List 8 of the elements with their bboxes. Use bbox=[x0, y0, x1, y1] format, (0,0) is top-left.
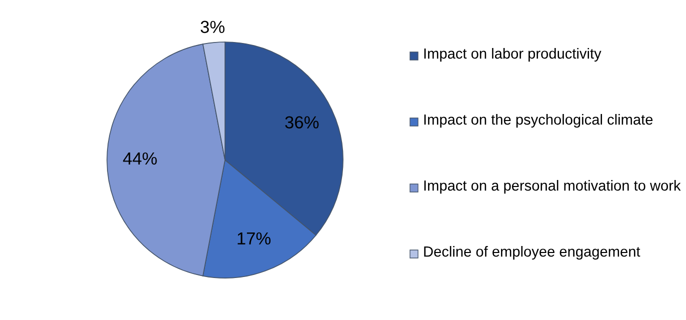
legend-label: Decline of employee engagement bbox=[424, 246, 640, 260]
legend-label: Impact on a personal motivation to work bbox=[424, 180, 681, 194]
data-label: 44% bbox=[123, 152, 157, 165]
data-label: 36% bbox=[285, 116, 319, 128]
data-label: 17% bbox=[238, 232, 271, 245]
legend-label: Impact on labor productivity bbox=[424, 48, 602, 62]
legend-label: Impact on the psychological climate bbox=[424, 114, 653, 128]
data-label: 3% bbox=[200, 20, 224, 34]
